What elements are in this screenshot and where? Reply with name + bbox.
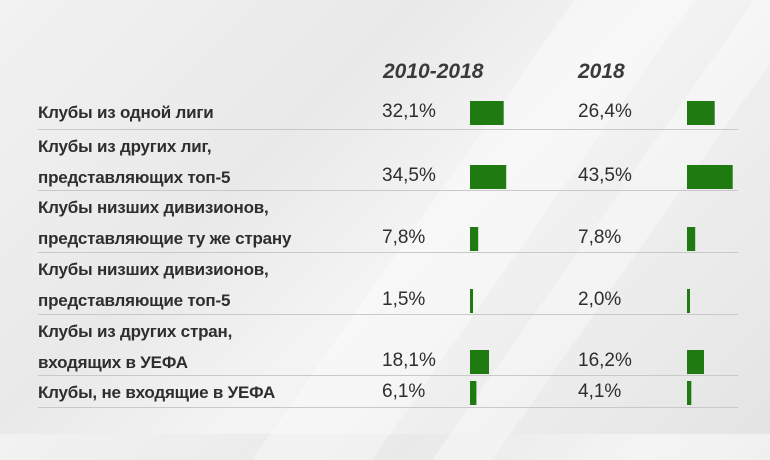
bar-2018-row-5 [687,350,704,374]
row-divider [38,190,738,191]
value-label: 26,4% [578,101,632,122]
row-label: Клубы низших дивизионов, [38,260,269,279]
row-divider [38,252,738,253]
table-row: Клубы из одной лиги [38,97,738,128]
value-label: 16,2% [578,350,632,371]
row-divider [38,407,738,408]
value-label: 43,5% [578,165,632,186]
row-divider [38,375,738,376]
row-label: Клубы из других стран, [38,322,233,341]
bar-2018-row-2 [687,165,733,189]
row-divider [38,129,738,130]
column-header-2010-2018: 2010-2018 [383,60,484,83]
row-label: Клубы, не входящие в УЕФА [38,383,276,402]
row-label: представляющие топ-5 [38,291,231,310]
column-header-2018: 2018 [578,60,625,83]
value-label: 1,5% [382,289,426,310]
bar-2010-2018-row-3 [470,227,479,251]
value-label: 6,1% [382,381,426,402]
row-label: входящих в УЕФА [38,353,188,372]
value-label: 34,5% [382,165,436,186]
row-label: представляющих топ-5 [38,168,231,187]
value-label: 4,1% [578,381,622,402]
bar-2018-row-6 [687,381,692,405]
table-row: Клубы из других лиг, представляющих топ-5 [38,131,738,192]
row-divider [38,314,738,315]
bar-2010-2018-row-1 [470,101,504,125]
bar-2010-2018-row-6 [470,381,477,405]
value-label: 32,1% [382,101,436,122]
bar-2018-row-4 [687,289,690,313]
bar-2010-2018-row-2 [470,165,507,189]
row-label: Клубы из одной лиги [38,103,214,122]
table-row: Клубы низших дивизионов, представляющие т… [38,254,738,316]
table-row: Клубы из других стран, входящих в УЕФА [38,316,738,377]
value-label: 18,1% [382,350,436,371]
row-label: Клубы низших дивизионов, [38,198,269,217]
table-row: Клубы низших дивизионов, представляющие т… [38,192,738,254]
bar-2010-2018-row-5 [470,350,489,374]
bar-2018-row-3 [687,227,696,251]
bar-2010-2018-row-4 [470,289,473,313]
row-label: представляющие ту же страну [38,229,292,248]
bar-2018-row-1 [687,101,715,125]
value-label: 2,0% [578,289,622,310]
value-label: 7,8% [578,227,622,248]
row-label: Клубы из других лиг, [38,137,212,156]
table-row: Клубы, не входящие в УЕФА [38,377,738,408]
bar-layer [470,101,733,405]
value-label: 7,8% [382,227,426,248]
